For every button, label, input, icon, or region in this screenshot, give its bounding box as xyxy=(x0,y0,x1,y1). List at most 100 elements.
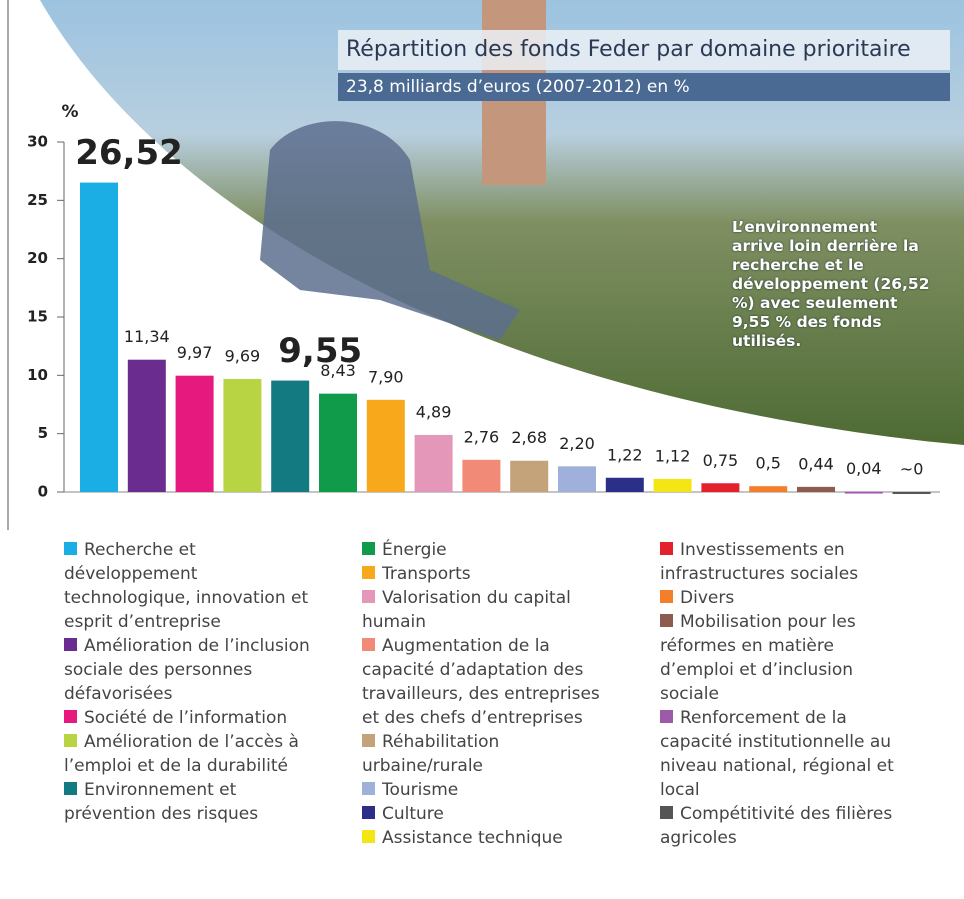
legend-label: Culture xyxy=(382,804,444,824)
value-label: 0,04 xyxy=(846,459,882,478)
y-tick-label: 25 xyxy=(27,191,48,209)
legend-item: Environnement et prévention des risques xyxy=(64,778,314,826)
y-tick-label: 15 xyxy=(27,308,48,326)
bar xyxy=(558,466,596,492)
bar xyxy=(415,435,453,492)
legend-label: Environnement et prévention des risques xyxy=(64,780,258,824)
bar xyxy=(367,400,405,492)
legend-item: Énergie xyxy=(362,538,612,562)
legend-swatch xyxy=(660,806,673,819)
value-label: 9,97 xyxy=(177,343,213,362)
bar xyxy=(223,379,261,492)
y-tick-label: 0 xyxy=(38,483,48,501)
legend-label: Compétitivité des filières agricoles xyxy=(660,804,892,848)
legend-column: Énergie Transports Valorisation du capital… xyxy=(362,538,612,850)
legend-swatch xyxy=(362,566,375,579)
legend-item: Culture xyxy=(362,802,612,826)
legend-swatch xyxy=(362,590,375,603)
legend-label: Divers xyxy=(680,588,734,608)
legend-swatch xyxy=(64,638,77,651)
legend-swatch xyxy=(362,638,375,651)
bar xyxy=(654,479,692,492)
bar xyxy=(176,376,214,492)
value-label: 11,34 xyxy=(124,327,170,346)
chart-subtitle: 23,8 milliards d’euros (2007-2012) en % xyxy=(338,73,950,101)
value-label: 2,20 xyxy=(559,434,595,453)
page: %05101520253026,5211,349,979,699,558,437… xyxy=(0,0,964,899)
legend-swatch xyxy=(362,830,375,843)
annotation: L’environnement arrive loin derrière la … xyxy=(732,218,932,351)
value-label: 8,43 xyxy=(320,361,356,380)
legend-swatch xyxy=(64,710,77,723)
legend-item: Transports xyxy=(362,562,612,586)
value-label: 26,52 xyxy=(75,133,183,173)
legend-item: Augmentation de la capacité d’adaptation… xyxy=(362,634,612,730)
value-label: 9,69 xyxy=(225,346,261,365)
legend-column: Investissements en infrastructures socia… xyxy=(660,538,910,850)
legend: Recherche et développement technologique… xyxy=(64,538,954,850)
legend-item: Renforcement de la capacité institutionn… xyxy=(660,706,910,802)
legend-swatch xyxy=(64,782,77,795)
y-tick-label: 30 xyxy=(27,133,48,151)
legend-label: Valorisation du capital humain xyxy=(362,588,571,632)
legend-label: Mobilisation pour les réformes en matièr… xyxy=(660,612,856,704)
bar xyxy=(797,487,835,492)
legend-swatch xyxy=(660,542,673,555)
bar xyxy=(701,483,739,492)
legend-label: Augmentation de la capacité d’adaptation… xyxy=(362,636,600,728)
bar xyxy=(845,492,883,494)
legend-item: Amélioration de l’accès à l’emploi et de… xyxy=(64,730,314,778)
value-label: 0,5 xyxy=(755,454,780,473)
legend-item: Assistance technique xyxy=(362,826,612,850)
legend-swatch xyxy=(362,782,375,795)
legend-swatch xyxy=(64,734,77,747)
bar xyxy=(271,381,309,492)
legend-item: Tourisme xyxy=(362,778,612,802)
chart-title: Répartition des fonds Feder par domaine … xyxy=(338,30,950,70)
value-label: 2,76 xyxy=(464,427,500,446)
legend-item: Divers xyxy=(660,586,910,610)
legend-item: Recherche et développement technologique… xyxy=(64,538,314,634)
bar xyxy=(510,461,548,492)
legend-item: Amélioration de l’inclusion sociale des … xyxy=(64,634,314,706)
legend-label: Recherche et développement technologique… xyxy=(64,540,308,632)
legend-label: Énergie xyxy=(382,540,447,560)
value-label: 1,22 xyxy=(607,445,643,464)
legend-swatch xyxy=(64,542,77,555)
bar xyxy=(749,486,787,492)
legend-swatch xyxy=(660,590,673,603)
bar xyxy=(462,460,500,492)
legend-item: Réhabilitation urbaine/rurale xyxy=(362,730,612,778)
value-label: 2,68 xyxy=(511,428,547,447)
legend-column: Recherche et développement technologique… xyxy=(64,538,314,850)
legend-swatch xyxy=(362,734,375,747)
legend-item: Mobilisation pour les réformes en matièr… xyxy=(660,610,910,706)
legend-swatch xyxy=(660,614,673,627)
bar xyxy=(80,183,118,492)
y-tick-label: 20 xyxy=(27,249,48,267)
legend-label: Assistance technique xyxy=(382,828,563,848)
y-tick-label: 10 xyxy=(27,366,48,384)
bar xyxy=(319,394,357,492)
legend-swatch xyxy=(362,806,375,819)
value-label: 0,44 xyxy=(798,454,834,473)
legend-label: Investissements en infrastructures socia… xyxy=(660,540,858,584)
legend-item: Investissements en infrastructures socia… xyxy=(660,538,910,586)
legend-swatch xyxy=(660,710,673,723)
value-label: 4,89 xyxy=(416,402,452,421)
legend-label: Tourisme xyxy=(382,780,458,800)
legend-label: Transports xyxy=(382,564,471,584)
legend-label: Renforcement de la capacité institutionn… xyxy=(660,708,894,800)
value-label: 1,12 xyxy=(655,446,691,465)
value-label: ~0 xyxy=(900,460,924,479)
legend-item: Société de l’information xyxy=(64,706,314,730)
bar xyxy=(606,478,644,492)
legend-label: Amélioration de l’inclusion sociale des … xyxy=(64,636,310,704)
legend-swatch xyxy=(362,542,375,555)
value-label: 7,90 xyxy=(368,367,404,386)
legend-label: Amélioration de l’accès à l’emploi et de… xyxy=(64,732,299,776)
y-axis-label: % xyxy=(61,102,78,122)
y-tick-label: 5 xyxy=(38,424,48,442)
value-label: 0,75 xyxy=(703,451,739,470)
legend-label: Société de l’information xyxy=(84,708,287,728)
